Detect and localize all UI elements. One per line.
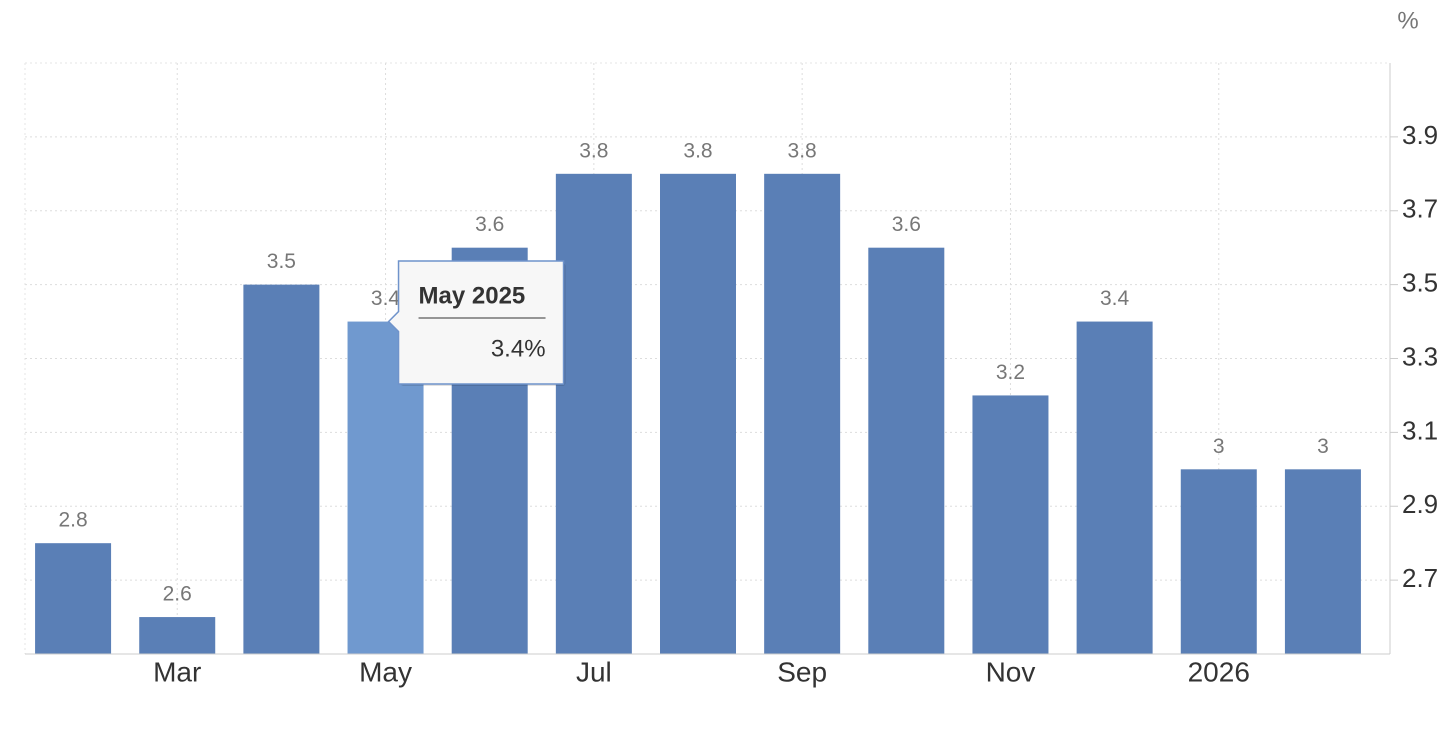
y-tick-label: 2.9 [1402,489,1438,519]
data-label: 2.6 [163,583,192,606]
bar [972,395,1049,654]
tooltip-title: May 2025 [419,282,526,309]
tooltip: May 2025 3.4% [387,260,566,386]
x-tick-label: Mar [153,656,201,687]
data-label: 3.8 [579,139,608,162]
unit-label: % [1397,7,1418,34]
data-label: 3.5 [267,250,296,273]
bar [35,543,112,654]
y-tick-label: 3.1 [1402,415,1438,445]
bar [243,284,320,654]
x-tick-label: 2026 [1188,656,1250,687]
y-tick-label: 2.7 [1402,563,1438,593]
data-label: 3.6 [892,213,921,236]
x-tick-label: May [359,656,412,687]
x-tick-label: Jul [576,656,612,687]
data-label: 3.6 [475,213,504,236]
data-label: 3.4 [371,287,401,310]
y-tick-label: 3.9 [1402,120,1438,150]
bar [1076,321,1153,654]
data-label: 3.8 [788,139,817,162]
tooltip-value: 3.4% [491,335,546,362]
data-label: 3.8 [683,139,712,162]
bar [1284,469,1361,654]
bar [660,173,736,654]
data-label: 3 [1213,435,1225,458]
bar [868,247,945,654]
data-label: 3.4 [1100,287,1130,310]
data-label: 2.8 [58,509,87,532]
bar [1180,469,1257,654]
y-tick-label: 3.7 [1402,194,1438,224]
x-tick-label: Sep [777,656,827,687]
data-label: 3 [1317,435,1329,458]
bar [139,617,216,654]
tooltip-box [387,260,565,385]
data-label: 3.2 [996,361,1025,384]
bar [764,173,841,654]
x-tick-label: Nov [986,656,1036,687]
y-tick-label: 3.3 [1402,341,1438,371]
bar [555,173,632,654]
y-tick-label: 3.5 [1402,268,1438,298]
